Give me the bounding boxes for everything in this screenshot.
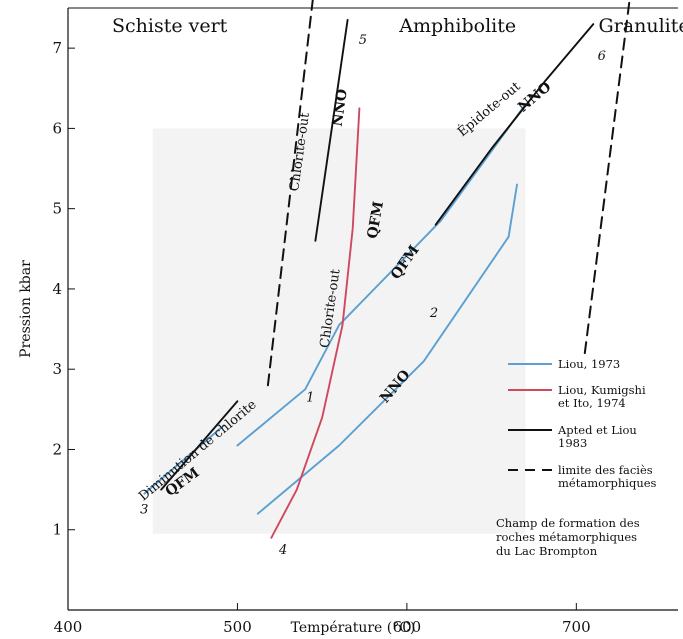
facies-label: Amphibolite — [398, 15, 516, 37]
legend-entry-label: Liou, 1973 — [558, 357, 620, 371]
curve-number: 2 — [429, 306, 438, 321]
legend-entry-label: limite des faciès — [558, 463, 653, 477]
y-tick-label: 3 — [52, 360, 62, 378]
curve-number: 6 — [598, 49, 606, 64]
legend-entry-label: Liou, Kumigshi — [558, 383, 646, 397]
curve-annotation: NNO — [330, 88, 351, 128]
x-tick-label: 600 — [393, 618, 422, 636]
facies-label: Granulite — [599, 15, 683, 37]
legend-entry-label: Apted et Liou — [557, 423, 637, 437]
facies-label: Schiste vert — [112, 15, 228, 37]
series-line-liou-nno — [256, 183, 518, 515]
series-line-apted-low — [160, 400, 239, 491]
series-line-ktk — [270, 107, 361, 539]
curve-annotation: QFM — [365, 200, 387, 240]
y-tick-label: 6 — [52, 119, 62, 137]
y-tick-label: 2 — [52, 440, 62, 458]
y-tick-label: 7 — [52, 39, 62, 57]
curve-number: 1 — [306, 390, 314, 405]
field-note-line: du Lac Brompton — [496, 544, 598, 558]
y-tick-label: 1 — [52, 521, 62, 539]
y-tick-label: 5 — [52, 200, 62, 218]
series-line-facies-1 — [266, 0, 314, 387]
series-line-apted-epi — [434, 23, 595, 226]
x-tick-label: 700 — [562, 618, 591, 636]
y-tick-label: 4 — [52, 280, 62, 298]
y-axis-label: Pression kbar — [18, 260, 34, 358]
series-line-liou-chlorite — [143, 424, 225, 495]
curve-number: 3 — [140, 503, 148, 518]
x-tick-label: 400 — [54, 618, 83, 636]
field-note-line: Champ de formation des — [496, 516, 640, 530]
series-line-liou-qfm — [236, 103, 527, 447]
field-note-line: roches métamorphiques — [496, 530, 637, 544]
legend-entry-label: et Ito, 1974 — [558, 396, 626, 410]
series-line-apted-chl — [314, 19, 349, 242]
x-tick-label: 500 — [223, 618, 252, 636]
x-axis-label: Température (°C) — [291, 620, 416, 636]
legend-entry-label: métamorphiques — [558, 476, 657, 490]
metamorphic-field-area — [152, 128, 526, 534]
series-line-facies-2 — [583, 0, 631, 355]
curve-number: 5 — [359, 33, 367, 48]
curve-annotation: NNO — [515, 79, 554, 116]
curve-number: 4 — [278, 543, 287, 558]
legend-entry-label: 1983 — [558, 436, 587, 450]
